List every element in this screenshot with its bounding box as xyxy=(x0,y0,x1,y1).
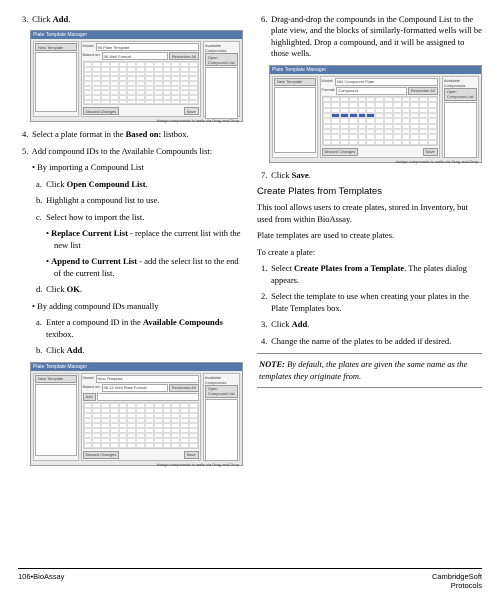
substep-d: d. Click OK. xyxy=(18,284,243,295)
plate-grid-3 xyxy=(322,96,438,146)
rstep-4: 4. Change the name of the plates to be a… xyxy=(257,336,482,347)
screenshot-2: Plate Template Manager New Template Mode… xyxy=(30,362,243,466)
para-3: To create a plate: xyxy=(257,247,482,258)
para-1: This tool allows users to create plates,… xyxy=(257,202,482,225)
note-text: By default, the plates are given the sam… xyxy=(259,359,467,380)
footer-left: 106•BioAssay xyxy=(18,572,64,590)
substep-b2: b. Click Add. xyxy=(18,345,243,356)
step-7: 7. Click Save. xyxy=(257,170,482,181)
step-6: 6. Drag-and-drop the compounds in the Co… xyxy=(257,14,482,60)
note-label: NOTE: xyxy=(259,359,287,369)
heading-create-plates: Create Plates from Templates xyxy=(257,186,482,197)
shot-rightpanel: Available Compounds Open Compound List xyxy=(203,41,240,117)
substep-a: a. Click Open Compound List. xyxy=(18,179,243,190)
subbullet-replace: Replace Current List - replace the curre… xyxy=(18,228,243,251)
new-template-btn: New Template xyxy=(35,43,77,51)
plate-grid xyxy=(83,61,199,105)
note-box: NOTE: By default, the plates are given t… xyxy=(257,353,482,388)
step-4: 4. Select a plate format in the Based on… xyxy=(18,129,243,140)
step-number: 3. xyxy=(22,14,30,25)
template-list xyxy=(35,52,77,112)
shot-main: Model:96 Plate Template Based on:96-Well… xyxy=(81,41,201,117)
screenshot-3: Plate Template Manager New Template Mode… xyxy=(269,65,482,163)
substep-a2: a. Enter a compound ID in the Available … xyxy=(18,317,243,340)
plate-grid-2 xyxy=(83,402,199,449)
step-text: Click xyxy=(32,14,53,24)
rstep-1: 1. Select Create Plates from a Template.… xyxy=(257,263,482,286)
left-column: 3. Click Add. Plate Template Manager New… xyxy=(18,14,243,564)
rstep-3: 3. Click Add. xyxy=(257,319,482,330)
bullet-import: By importing a Compound List xyxy=(18,162,243,173)
renumber-btn: Renumber All xyxy=(169,52,199,60)
substep-b: b. Highlight a compound list to use. xyxy=(18,195,243,206)
page-footer: 106•BioAssay CambridgeSoft Protocols xyxy=(18,568,482,590)
screenshot-1: Plate Template Manager New Template Mode… xyxy=(30,30,243,122)
shot-sidebar: New Template xyxy=(33,41,79,117)
bullet-manual: By adding compound IDs manually xyxy=(18,301,243,312)
step-3: 3. Click Add. xyxy=(18,14,243,25)
step-bold: Add xyxy=(53,14,69,24)
step-5: 5. Add compound IDs to the Available Com… xyxy=(18,146,243,157)
substep-c: c. Select how to import the list. xyxy=(18,212,243,223)
rstep-2: 2. Select the template to use when creat… xyxy=(257,291,482,314)
subbullet-append: Append to Current List - add the select … xyxy=(18,256,243,279)
right-column: 6. Drag-and-drop the compounds in the Co… xyxy=(257,14,482,564)
footer-right: CambridgeSoft Protocols xyxy=(432,572,482,590)
para-2: Plate templates are used to create plate… xyxy=(257,230,482,241)
shot-titlebar: Plate Template Manager xyxy=(31,31,242,39)
